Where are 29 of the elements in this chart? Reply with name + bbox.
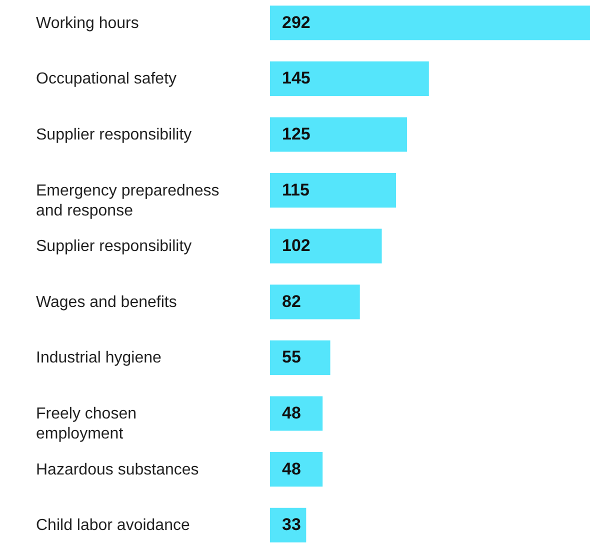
y-tick-label: Industrial hygiene [36, 350, 162, 367]
data-label: 102 [282, 236, 310, 256]
bar [270, 284, 360, 320]
bar [270, 340, 330, 376]
bar [270, 396, 323, 431]
y-tick-label: Supplier responsibility [36, 126, 192, 144]
y-tick-label: Occupational safety [36, 70, 177, 88]
data-label: 292 [282, 12, 310, 32]
data-label: 48 [282, 459, 301, 478]
y-tick-label: Wages and benefits [36, 294, 177, 311]
y-tick-label: Hazardous substances [36, 461, 199, 478]
data-label: 55 [282, 348, 301, 367]
data-label: 115 [282, 180, 310, 200]
data-label: 33 [282, 515, 301, 534]
data-label: 125 [282, 124, 310, 144]
data-label: 48 [282, 404, 301, 423]
y-tick-label: Child labor avoidance [36, 517, 190, 534]
y-tick-label: Supplier responsibility [36, 238, 192, 256]
bar [270, 6, 590, 40]
bar [270, 61, 429, 96]
bar [270, 228, 382, 264]
y-tick-label: Emergency preparedness and response [36, 182, 220, 220]
data-label: 145 [282, 68, 310, 88]
y-tick-label: Freely chosen employment [36, 406, 136, 443]
y-tick-label: Working hours [36, 14, 139, 32]
bar [270, 452, 323, 487]
bar [270, 172, 396, 208]
bar [270, 117, 407, 152]
data-label: 82 [282, 292, 301, 311]
